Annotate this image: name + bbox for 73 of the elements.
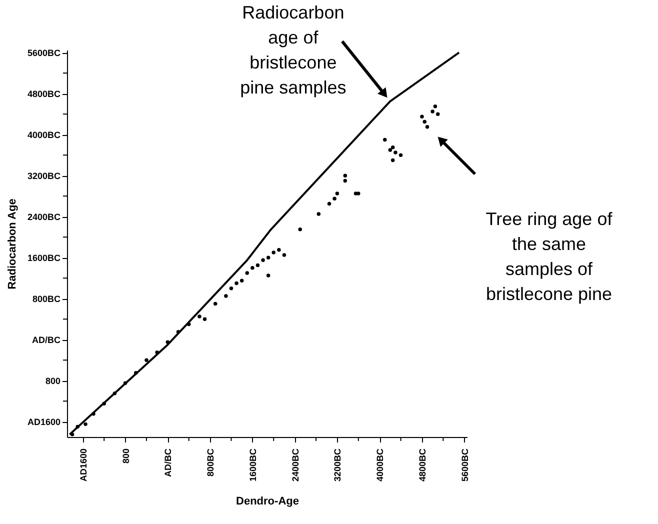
point xyxy=(316,212,321,216)
point xyxy=(277,248,281,252)
point xyxy=(433,104,438,108)
point xyxy=(166,340,170,344)
y-tick-label: 800BC xyxy=(32,294,61,304)
x-tick-label: 4800BC xyxy=(417,448,428,482)
x-tick-label: 3200BC xyxy=(332,448,343,482)
x-tick-label: AD/BC xyxy=(163,448,174,477)
text: Tree ring age of the same samples of bristlecone pine xyxy=(486,209,614,304)
point xyxy=(383,138,387,142)
point xyxy=(327,202,332,206)
y-tick-label: 4800BC xyxy=(27,89,61,100)
point xyxy=(266,256,270,260)
x-tick-label: 1600BC xyxy=(248,448,258,482)
point xyxy=(282,253,286,257)
x-tick-label: AD1600 xyxy=(78,448,88,482)
point xyxy=(84,422,88,426)
point xyxy=(394,150,398,154)
point xyxy=(390,146,395,150)
y-tick-label: AD1600 xyxy=(27,417,60,428)
point xyxy=(250,266,254,270)
point xyxy=(213,302,218,306)
point xyxy=(76,424,80,429)
y-tick-label: 1600BC xyxy=(27,253,61,264)
point xyxy=(123,381,128,386)
point xyxy=(102,402,106,406)
point xyxy=(245,271,250,275)
point xyxy=(202,317,207,321)
point xyxy=(144,358,148,362)
x-tick-label: 800BC xyxy=(206,448,216,477)
point xyxy=(332,196,336,201)
x-tick-label: 5600BC xyxy=(460,448,470,482)
annotation: Radiocarbon age of bristlecone pine samples xyxy=(240,2,346,98)
point xyxy=(176,330,180,334)
y-tick-label: 2400BC xyxy=(27,212,61,222)
point xyxy=(240,278,244,283)
y-tick-label: 5600BC xyxy=(27,48,61,58)
y-tick-label: 800 xyxy=(45,376,60,386)
point xyxy=(234,281,238,286)
point xyxy=(266,274,270,278)
point xyxy=(436,112,440,116)
y-tick-label: 4000BC xyxy=(27,130,61,140)
point xyxy=(256,263,260,268)
y-tick-label: 3200BC xyxy=(27,171,61,182)
point xyxy=(198,314,202,318)
y-axis-title: Radiocarbon Age xyxy=(6,198,18,290)
point xyxy=(422,120,426,124)
point xyxy=(298,228,302,232)
point xyxy=(272,250,276,254)
point xyxy=(134,371,138,375)
point xyxy=(224,294,228,298)
point xyxy=(261,258,265,262)
point xyxy=(398,153,403,157)
point xyxy=(343,174,348,178)
point xyxy=(155,350,159,354)
x-axis-title: Dendro-Age xyxy=(236,496,299,508)
point xyxy=(335,192,340,196)
x-tick-label: 800 xyxy=(120,448,131,464)
point xyxy=(356,192,360,196)
point xyxy=(70,432,74,436)
point xyxy=(425,125,430,129)
point xyxy=(229,286,234,290)
point xyxy=(112,392,117,396)
point xyxy=(343,178,348,183)
point xyxy=(388,148,392,152)
x-tick-label: 4000BC xyxy=(375,448,386,482)
y-tick-label: AD/BC xyxy=(32,335,61,346)
point xyxy=(430,110,434,114)
point xyxy=(92,412,96,416)
point xyxy=(186,322,191,326)
point xyxy=(390,158,395,162)
point xyxy=(420,114,424,119)
x-tick-label: 2400BC xyxy=(290,448,300,482)
